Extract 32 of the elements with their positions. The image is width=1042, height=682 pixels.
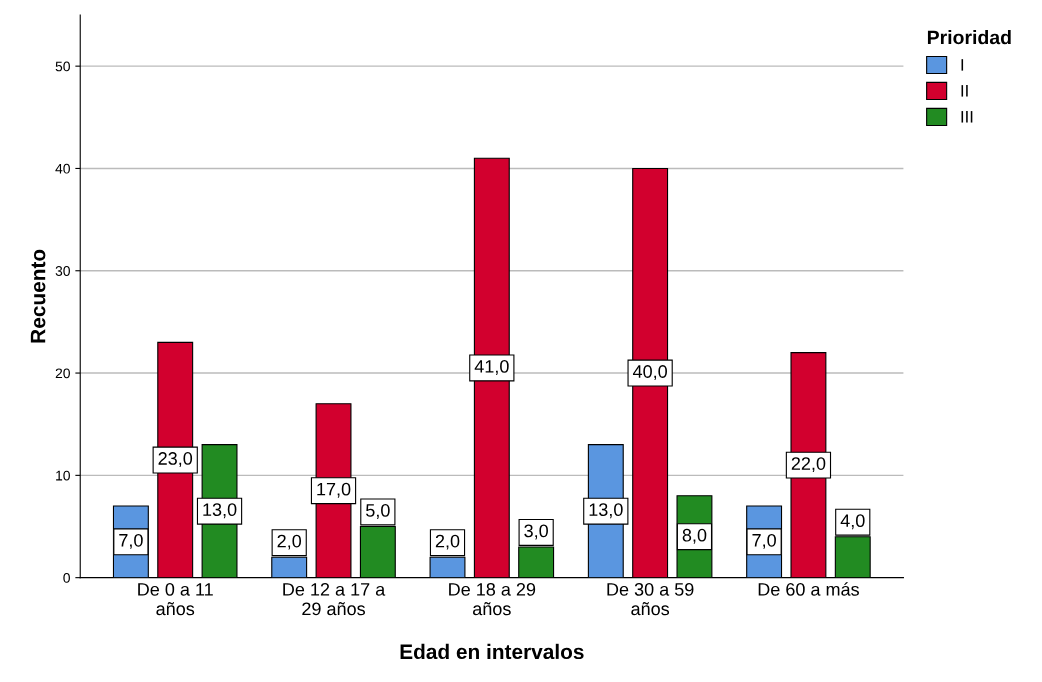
x-tick-label: De 60 a más <box>758 582 859 596</box>
y-tick-label: 20 <box>55 368 70 379</box>
data-label: 7,0 <box>119 533 143 549</box>
x-tick-label: De 0 a 11 años <box>138 582 213 616</box>
x-tick-label: De 30 a 59 años <box>607 582 694 616</box>
data-label: 22,0 <box>791 457 826 473</box>
legend-label: III <box>961 111 973 123</box>
legend-title: Prioridad <box>927 30 1011 45</box>
legend-label: I <box>961 59 964 71</box>
data-label: 40,0 <box>632 365 667 381</box>
legend-label: II <box>961 85 968 97</box>
y-tick-label: 0 <box>63 572 70 583</box>
y-tick-label: 10 <box>56 470 70 481</box>
y-tick-label: 50 <box>55 61 70 72</box>
x-axis-title: Edad en intervalos <box>400 643 584 660</box>
data-label: 3,0 <box>524 524 548 540</box>
data-label: 2,0 <box>277 534 302 550</box>
x-tick-label: De 18 a 29 años <box>449 582 536 616</box>
y-axis-title: Recuento <box>30 249 46 343</box>
data-label: 13,0 <box>589 503 623 519</box>
y-tick-label: 30 <box>55 266 70 276</box>
data-label: 41,0 <box>474 360 509 375</box>
data-label: 4,0 <box>840 514 865 530</box>
data-label: 23,0 <box>158 452 193 467</box>
data-label: 7,0 <box>752 533 776 549</box>
data-label: 8,0 <box>682 528 707 544</box>
data-label: 5,0 <box>366 504 390 519</box>
data-label: 17,0 <box>317 482 351 498</box>
data-label: 2,0 <box>435 534 460 550</box>
data-label: 13,0 <box>203 503 237 519</box>
y-tick-label: 40 <box>55 163 70 174</box>
x-tick-label: De 12 a 17 a 29 años <box>283 582 386 616</box>
